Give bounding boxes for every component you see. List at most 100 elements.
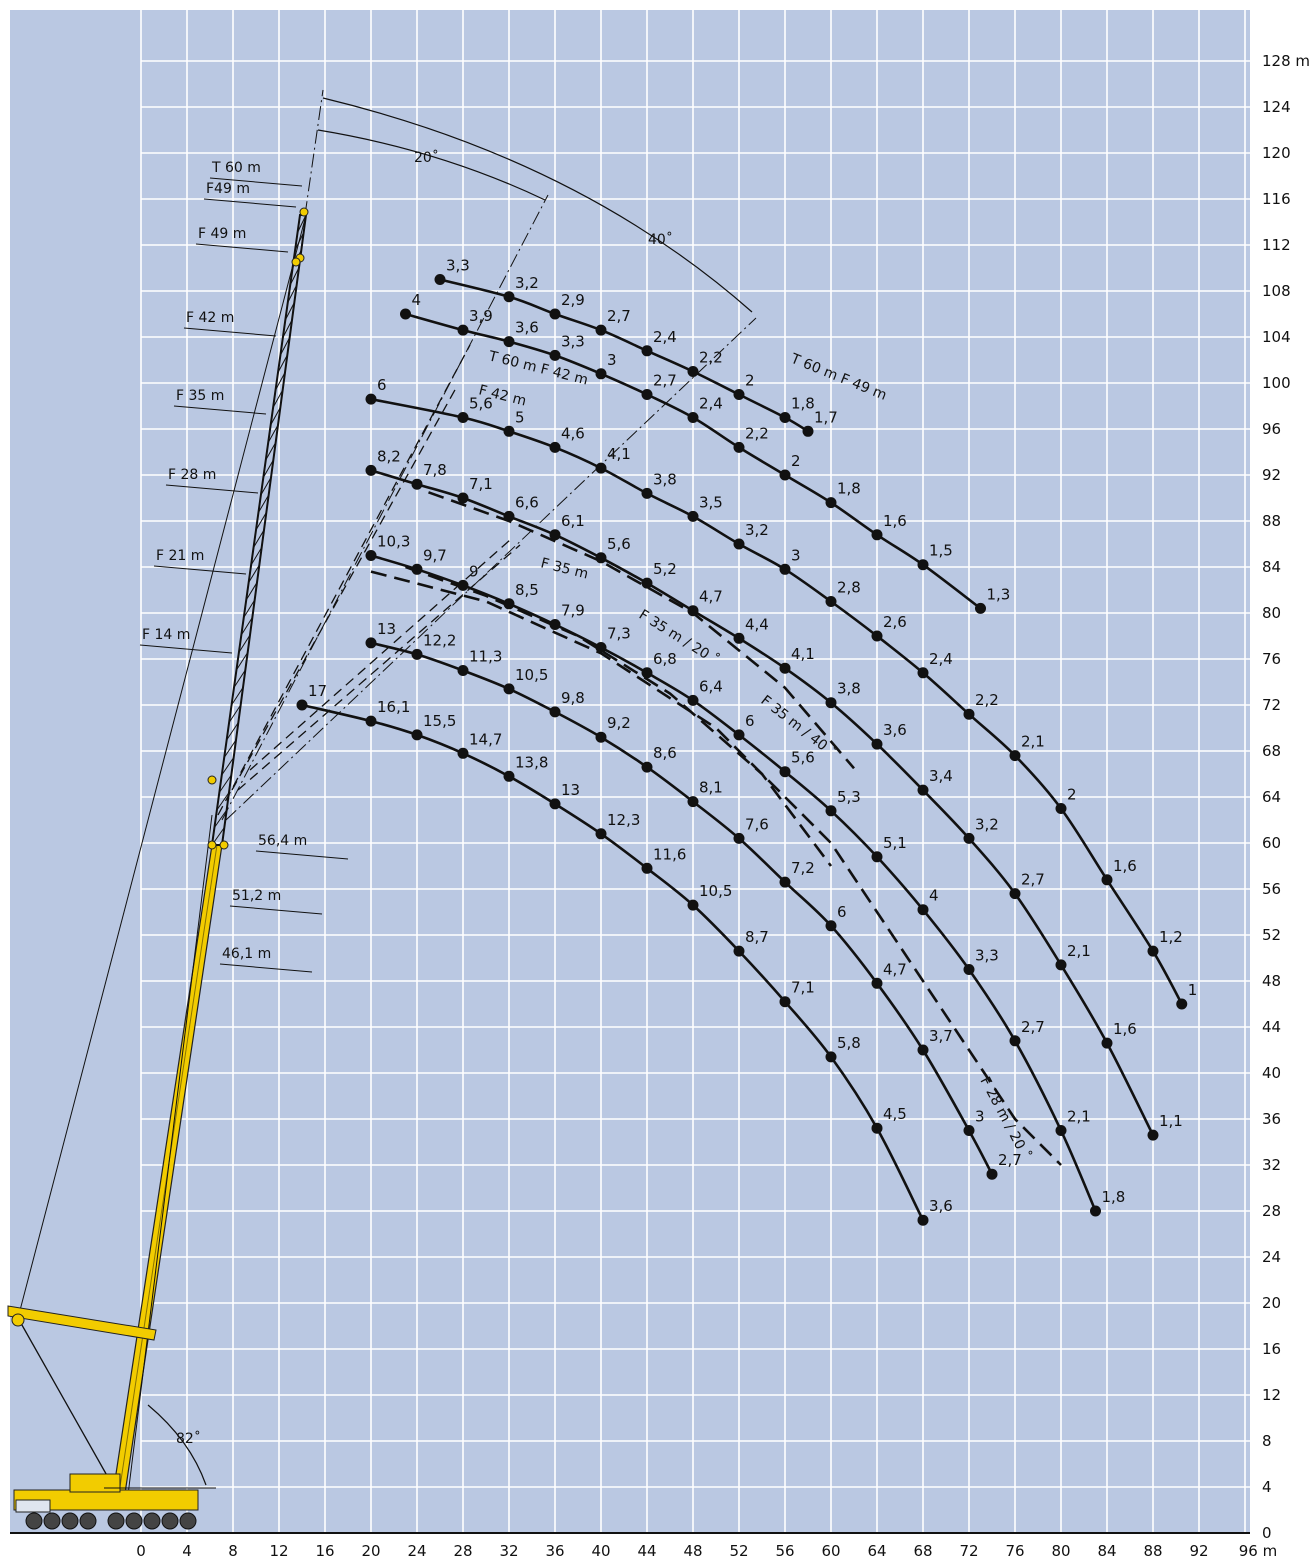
boom-length-label: F 42 m (186, 310, 234, 326)
load-value-label: 3 (975, 1108, 985, 1126)
load-value-label: 3,6 (515, 319, 539, 337)
load-point (549, 441, 561, 453)
load-point (871, 851, 883, 863)
boom-length-label: T 60 m (211, 160, 261, 176)
y-tick-label: 0 (1262, 1524, 1272, 1542)
load-value-label: 3,4 (929, 767, 953, 785)
lattice-strut (270, 407, 281, 426)
load-point (1055, 959, 1067, 971)
load-point (400, 308, 411, 320)
load-point (802, 425, 814, 437)
load-value-label: 5,1 (883, 834, 907, 852)
load-value-label: 8,7 (745, 928, 769, 946)
load-point (687, 412, 699, 423)
load-value-label: 2,4 (653, 328, 677, 346)
load-value-label: 4 (929, 887, 939, 905)
load-value-label: 4,7 (883, 960, 907, 978)
load-value-label: 3,3 (975, 947, 999, 965)
load-point (411, 478, 423, 490)
load-value-label: 2,8 (837, 579, 861, 597)
load-value-label: 9 (469, 562, 479, 580)
lattice-strut (218, 774, 232, 793)
load-point (779, 412, 791, 423)
y-tick-label: 100 (1262, 374, 1291, 392)
wheel (79, 1512, 97, 1530)
x-tick-label: 56 (775, 1542, 794, 1560)
x-tick-label: 0 (136, 1542, 146, 1560)
load-value-label: 1,6 (1113, 857, 1137, 875)
load-value-label: 5,6 (607, 535, 631, 553)
load-point (733, 389, 745, 400)
boom-length-label: F 14 m (142, 627, 190, 643)
load-value-label: 1,6 (1113, 1020, 1137, 1038)
load-value-label: 2,7 (653, 372, 677, 390)
load-value-label: 2,1 (1067, 942, 1091, 960)
load-value-label: 4 (412, 291, 422, 309)
y-axis-ticks: 0481216202428323640444852566064687276808… (1262, 52, 1310, 1542)
boom-axis-line (304, 89, 324, 216)
y-tick-label: 36 (1262, 1110, 1281, 1128)
lattice-strut (287, 284, 298, 303)
load-value-label: 13 (377, 620, 396, 638)
load-point (641, 389, 653, 400)
lattice-strut (253, 529, 265, 548)
lattice-strut (231, 687, 244, 706)
load-value-label: 10,3 (377, 533, 410, 551)
load-value-label: 2,2 (699, 349, 723, 367)
load-value-label: 3,5 (699, 493, 723, 511)
load-curve (370, 641, 994, 1175)
load-point (917, 904, 929, 916)
crane-drawing (7, 89, 757, 1530)
load-value-label: 11,3 (469, 648, 502, 666)
x-tick-label: 80 (1051, 1542, 1070, 1560)
load-point (595, 642, 607, 653)
load-point (641, 577, 653, 589)
load-value-label: 7,9 (561, 602, 585, 620)
load-point (641, 345, 653, 357)
load-point (825, 920, 837, 932)
y-tick-label: 68 (1262, 742, 1281, 760)
load-value-label: 2,7 (998, 1151, 1022, 1169)
load-point (963, 708, 975, 720)
angle-arc-40 (322, 97, 753, 313)
wheel (161, 1512, 179, 1530)
load-point (871, 738, 883, 750)
x-tick-label: 8 (228, 1542, 238, 1560)
lattice-strut (248, 564, 260, 583)
x-tick-label: 64 (867, 1542, 886, 1560)
load-value-label: 5,6 (469, 395, 493, 413)
load-value-label: 6 (745, 712, 755, 730)
lattice-strut (245, 582, 258, 601)
load-point (687, 899, 699, 911)
load-value-label: 5,8 (837, 1034, 861, 1052)
lattice-strut (265, 442, 277, 461)
load-value-label: 12,2 (423, 631, 456, 649)
boom-length-label: 51,2 m (232, 888, 281, 904)
lattice-strut (238, 634, 251, 653)
load-point (595, 368, 607, 380)
load-point (457, 492, 469, 504)
load-point (1009, 1035, 1021, 1047)
wheel (43, 1512, 61, 1530)
load-value-label: 3,8 (837, 680, 861, 698)
load-point (1009, 888, 1021, 900)
load-point (457, 665, 469, 676)
load-point (779, 662, 791, 674)
load-point (733, 632, 745, 644)
boom-length-label: 46,1 m (222, 946, 271, 962)
load-value-label: 1,8 (1102, 1188, 1126, 1206)
load-value-label: 3,2 (515, 274, 539, 292)
load-point (1101, 874, 1113, 886)
load-value-label: 8,5 (515, 581, 539, 599)
load-point (503, 425, 515, 437)
load-point (641, 862, 653, 874)
load-point (365, 393, 377, 405)
y-tick-label: 64 (1262, 788, 1281, 806)
load-point (733, 441, 745, 453)
load-point (549, 349, 561, 361)
y-tick-label: 112 (1262, 236, 1291, 254)
load-point (871, 1122, 883, 1134)
x-tick-label: 12 (269, 1542, 288, 1560)
load-value-label: 4,6 (561, 424, 585, 442)
y-tick-label: 124 (1262, 98, 1291, 116)
